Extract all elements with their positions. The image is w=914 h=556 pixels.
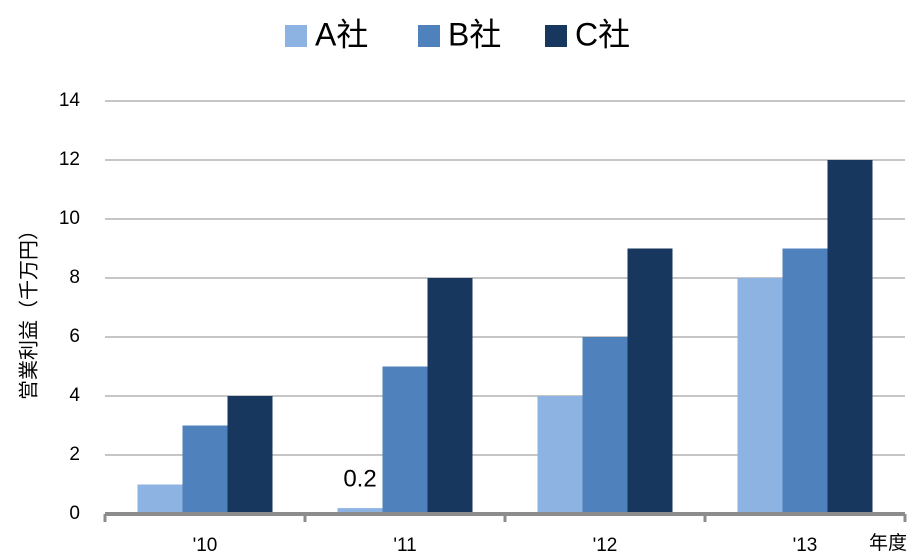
bar — [537, 396, 583, 514]
y-tick-label: 8 — [69, 267, 80, 288]
y-tick-label: 0 — [69, 503, 80, 524]
bar — [427, 278, 473, 514]
y-tick-label: 12 — [59, 149, 80, 170]
legend-swatch — [285, 25, 307, 47]
y-axis-label: 営業利益（千万円） — [17, 220, 40, 400]
y-tick-label: 14 — [59, 90, 81, 111]
legend-label: B社 — [448, 16, 501, 52]
bar — [182, 425, 228, 514]
x-tick-label: '11 — [393, 535, 416, 556]
y-tick-label: 10 — [59, 208, 80, 229]
y-tick-label: 6 — [69, 326, 80, 347]
legend-swatch — [545, 25, 567, 47]
bar — [627, 248, 673, 514]
bar — [337, 508, 383, 514]
bar — [782, 248, 828, 514]
bar — [137, 484, 183, 514]
x-tick-label: '13 — [793, 535, 818, 556]
x-tick-label: '10 — [193, 535, 218, 556]
bar — [827, 160, 873, 514]
x-axis-label: 年度 — [869, 532, 907, 554]
y-tick-label: 4 — [69, 385, 80, 406]
x-tick-label: '12 — [593, 535, 618, 556]
bar — [227, 396, 273, 514]
bar — [737, 278, 783, 514]
data-label: 0.2 — [343, 465, 376, 492]
bar — [382, 366, 428, 514]
legend-swatch — [418, 25, 440, 47]
bar — [582, 337, 628, 514]
legend-label: A社 — [315, 16, 368, 52]
legend-label: C社 — [575, 16, 630, 52]
y-tick-label: 2 — [69, 444, 80, 465]
